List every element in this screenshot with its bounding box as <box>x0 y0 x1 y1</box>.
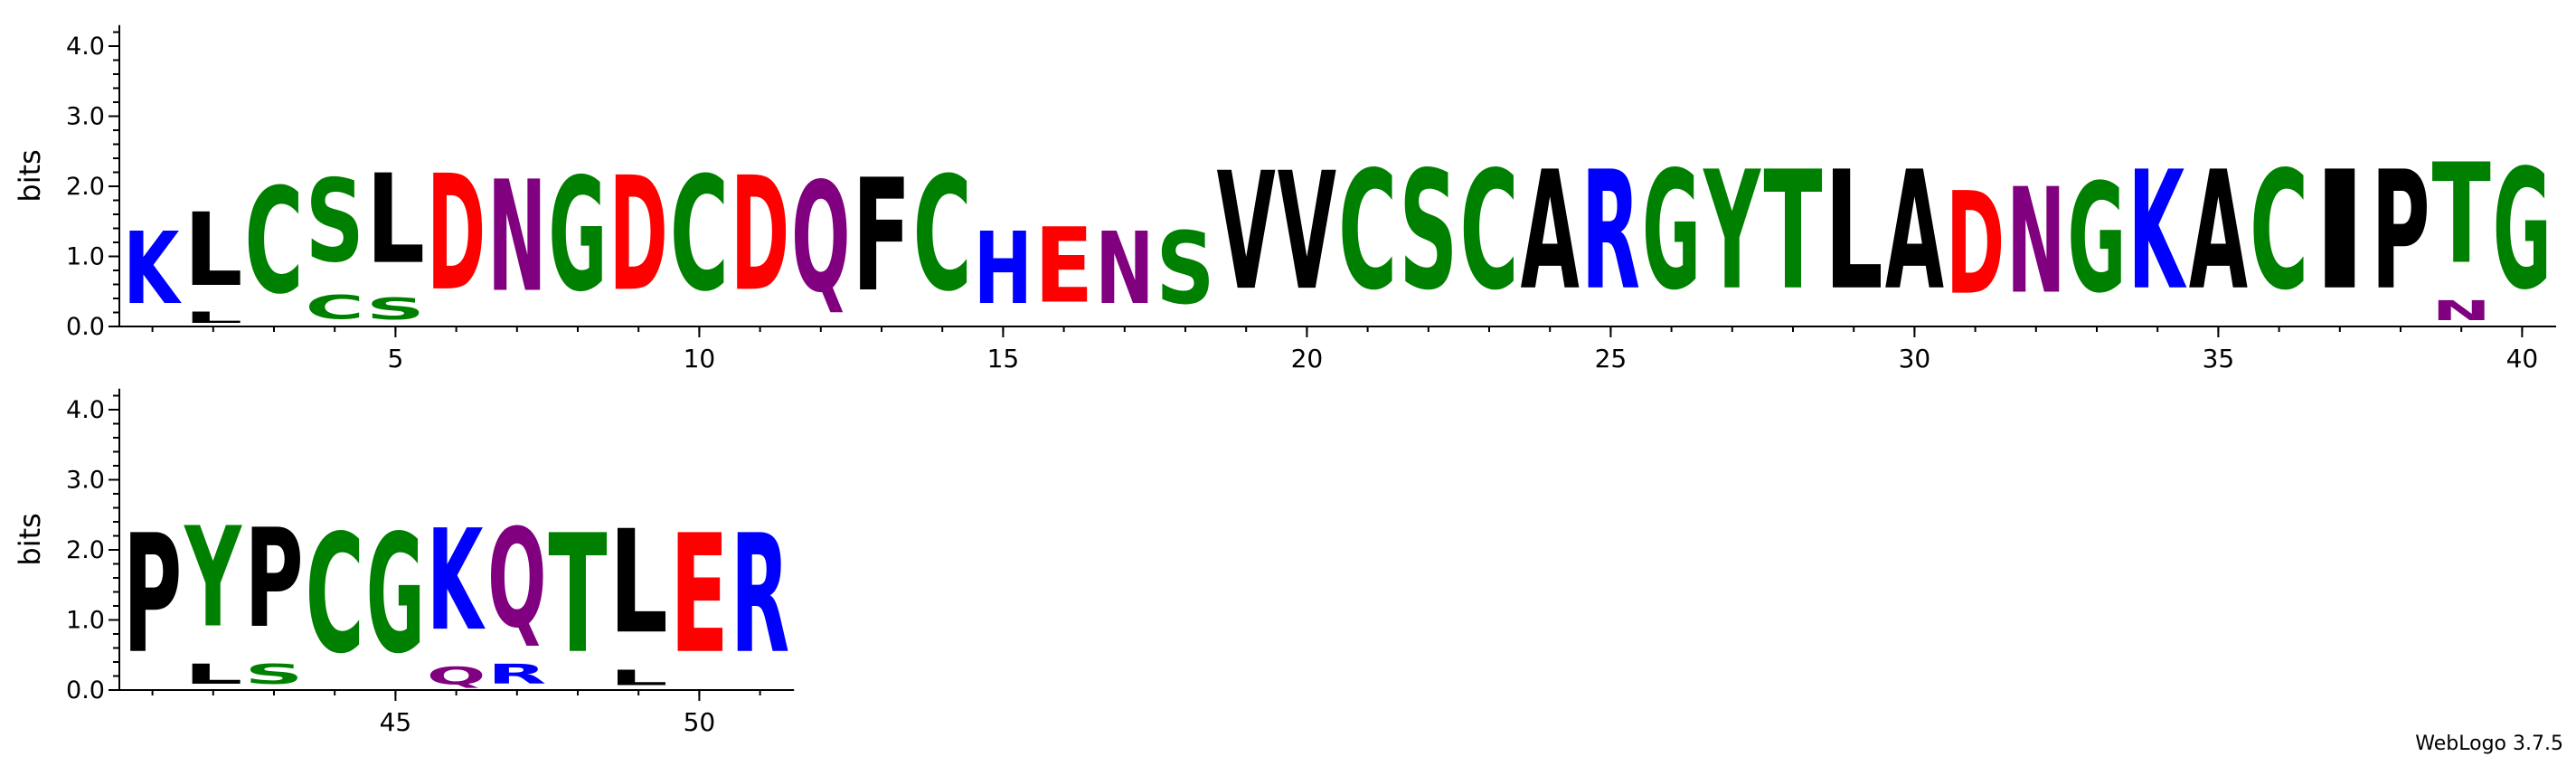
logo-letter-s: S <box>1399 137 1458 326</box>
logo-letter-c: C <box>1338 137 1397 326</box>
logo-letter-f: F <box>852 147 911 326</box>
logo-letter-p: P <box>2371 136 2430 326</box>
weblogo-credit: WebLogo 3.7.5 <box>2415 733 2563 755</box>
logo-letter-n: N <box>2006 157 2065 326</box>
logo-letter-c: C <box>670 143 729 326</box>
x-tick-label: 50 <box>684 707 716 737</box>
y-tick-label: 3.0 <box>66 103 105 131</box>
logo-letter-k: K <box>2128 136 2187 326</box>
logo-letter-l: L <box>366 148 425 291</box>
y-axis-label: bits <box>13 513 47 565</box>
y-tick-label: 2.0 <box>66 536 105 564</box>
logo-letter-y: Y <box>184 499 243 659</box>
y-tick-label: 1.0 <box>66 607 105 635</box>
y-tick-label: 4.0 <box>66 33 105 61</box>
logo-letter-c: C <box>913 143 972 326</box>
y-tick-label: 4.0 <box>66 396 105 424</box>
logo-letter-h: H <box>974 213 1033 327</box>
y-tick-label: 2.0 <box>66 173 105 201</box>
logo-letter-c: C <box>1459 137 1518 326</box>
y-tick-label: 3.0 <box>66 467 105 495</box>
logo-letter-g: G <box>2493 136 2552 326</box>
logo-letter-r: R <box>487 658 546 690</box>
x-tick-label: 45 <box>380 707 412 737</box>
logo-letter-e: E <box>1034 205 1093 326</box>
logo-letter-c: C <box>2250 137 2308 326</box>
logo-letter-s: S <box>1156 211 1214 326</box>
logo-letter-l: L <box>184 193 242 309</box>
logo-letter-p: P <box>123 499 182 690</box>
logo-letter-c: C <box>306 288 364 326</box>
logo-letter-n: N <box>487 149 546 326</box>
logo-letter-d: D <box>609 143 668 326</box>
x-tick-label: 40 <box>2506 344 2539 374</box>
logo-letter-l: L <box>184 658 242 690</box>
logo-letter-n: N <box>1095 213 1154 327</box>
logo-letter-q: Q <box>791 149 850 326</box>
logo-letter-t: T <box>548 501 607 691</box>
logo-letter-t: T <box>1763 137 1822 327</box>
logo-letter-a: A <box>1521 137 1580 326</box>
x-tick-label: 30 <box>1899 344 1931 374</box>
logo-letter-d: D <box>731 143 789 326</box>
logo-letter-v: V <box>1278 137 1336 326</box>
x-tick-label: 25 <box>1595 344 1628 374</box>
logo-letter-d: D <box>1946 164 2005 327</box>
logo-letter-n: N <box>2432 295 2491 326</box>
x-tick-label: 15 <box>987 344 1020 374</box>
logo-letter-a: A <box>1885 137 1944 326</box>
logo-letter-g: G <box>548 145 607 326</box>
logo-letter-l: L <box>609 501 668 666</box>
logo-letter-s: S <box>366 292 425 326</box>
logo-letter-c: C <box>244 157 303 326</box>
logo-letter-r: R <box>1581 137 1640 326</box>
x-tick-label: 35 <box>2203 344 2235 374</box>
logo-letter-i: I <box>2310 136 2369 326</box>
logo-letter-e: E <box>670 501 729 691</box>
logo-letter-a: A <box>2189 137 2248 326</box>
logo-letter-k: K <box>123 211 182 326</box>
x-tick-label: 5 <box>387 344 403 374</box>
logo-letter-s: S <box>244 658 303 690</box>
logo-letter-v: V <box>1217 137 1276 326</box>
logo-letter-q: Q <box>487 500 546 658</box>
logo-letter-y: Y <box>1703 137 1761 326</box>
logo-letter-t: T <box>2432 134 2491 294</box>
logo-letter-s: S <box>306 155 364 288</box>
logo-letter-g: G <box>1642 137 1701 326</box>
logo-letter-l: L <box>184 309 242 326</box>
y-tick-label: 0.0 <box>66 313 105 341</box>
logo-letter-p: P <box>244 500 303 658</box>
logo-letter-g: G <box>366 500 425 690</box>
logo-letter-d: D <box>427 143 486 327</box>
logo-letter-l: L <box>1825 137 1883 326</box>
y-axis-label: bits <box>13 149 47 202</box>
logo-letter-r: R <box>731 500 789 690</box>
logo-letter-q: Q <box>427 662 486 690</box>
y-tick-label: 1.0 <box>66 243 105 271</box>
x-tick-label: 10 <box>684 344 716 374</box>
logo-letter-l: L <box>609 666 668 690</box>
y-tick-label: 0.0 <box>66 676 105 705</box>
logo-letter-g: G <box>2067 151 2126 326</box>
logo-letter-k: K <box>427 499 486 661</box>
logo-letter-c: C <box>306 501 364 690</box>
x-tick-label: 20 <box>1291 344 1324 374</box>
